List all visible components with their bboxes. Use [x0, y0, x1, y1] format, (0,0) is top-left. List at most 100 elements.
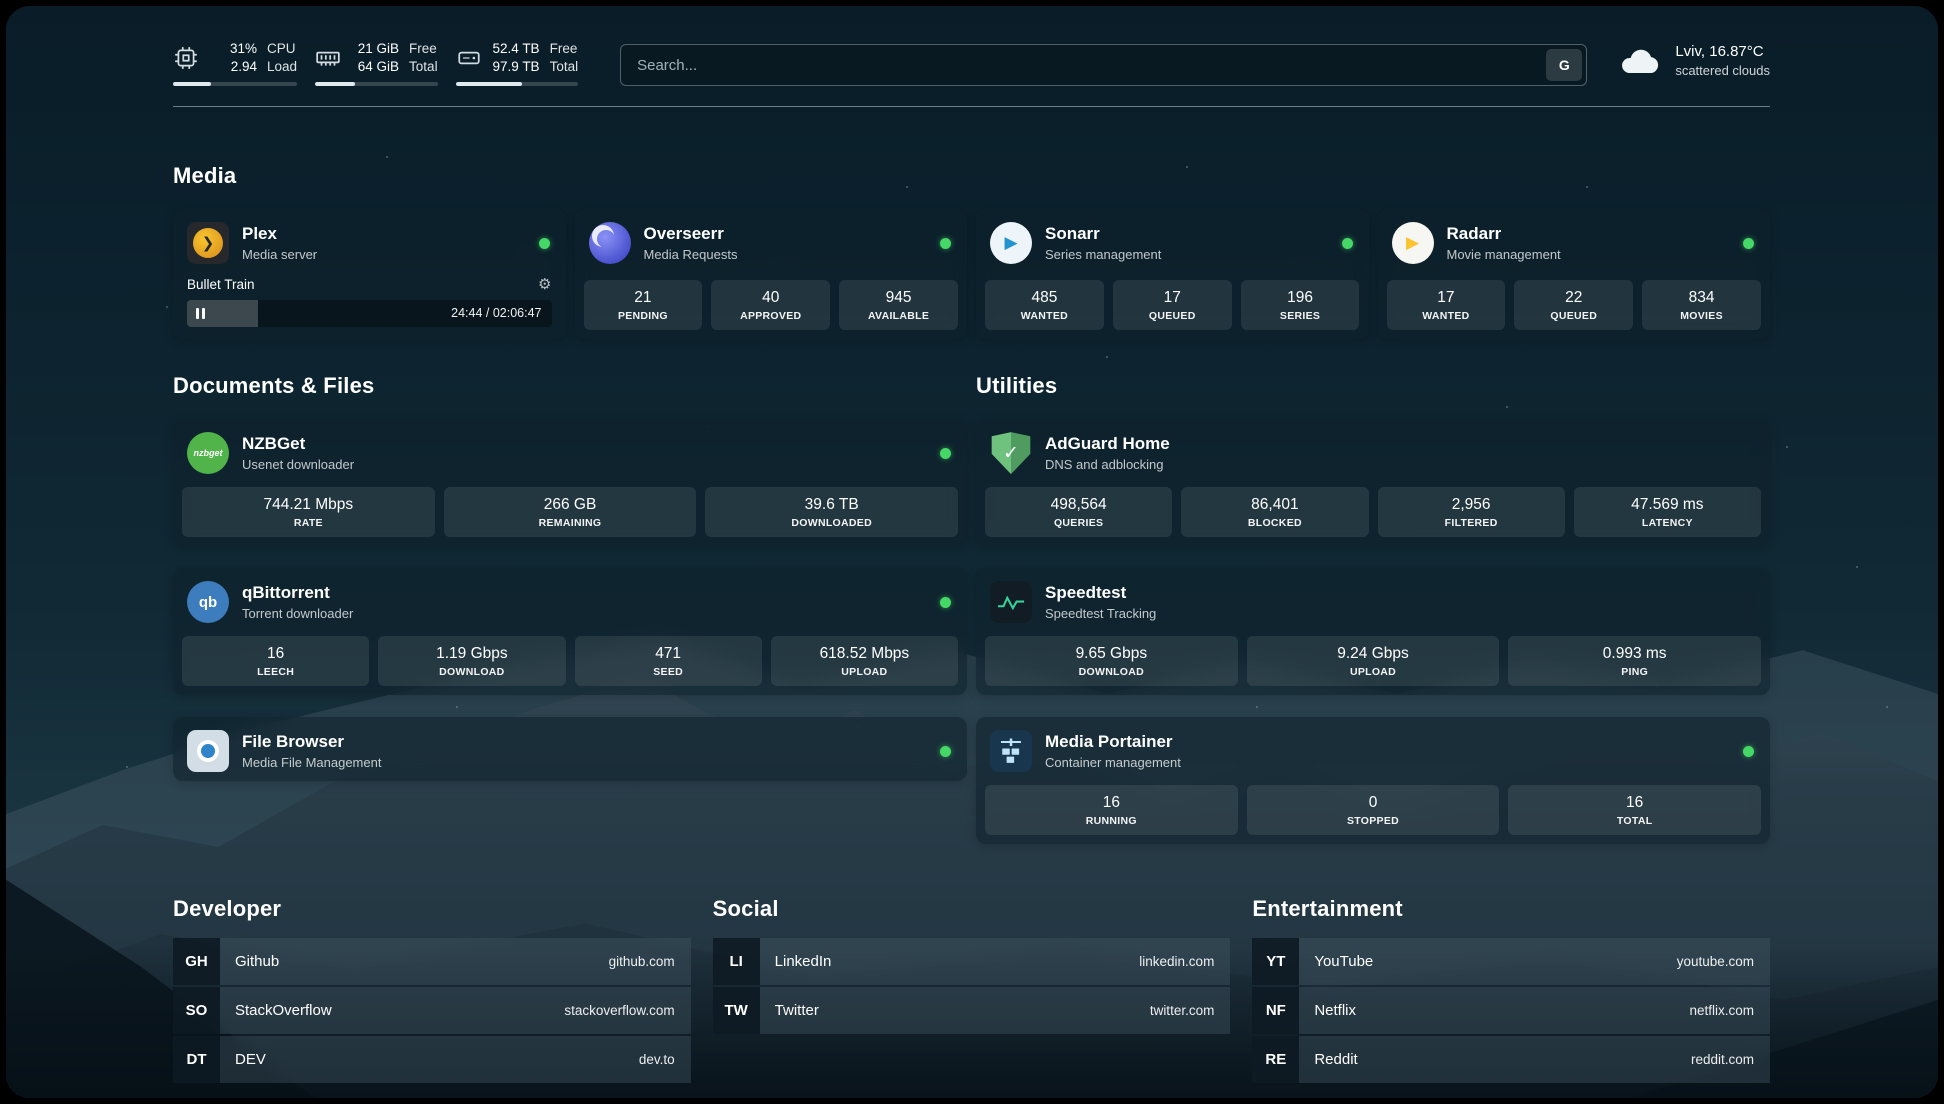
- nzbget-card[interactable]: nzbget NZBGet Usenet downloader 744.21 M…: [173, 419, 967, 547]
- github-icon: GH: [173, 938, 220, 986]
- sonarr-card-header: ▶ Sonarr Series management: [976, 209, 1369, 273]
- stat-label: LEECH: [257, 666, 295, 679]
- stat-tile: 16 RUNNING: [985, 785, 1238, 836]
- gear-icon[interactable]: ⚙: [538, 276, 552, 294]
- stat-label: FILTERED: [1444, 517, 1498, 530]
- stat-tile: 618.52 Mbps UPLOAD: [770, 636, 958, 687]
- stat-label: SERIES: [1279, 310, 1321, 323]
- bookmark-url: linkedin.com: [1139, 954, 1215, 970]
- bookmark-github[interactable]: GH Github github.com: [173, 938, 691, 986]
- weather-condition: scattered clouds: [1675, 63, 1770, 79]
- sonarr-card[interactable]: ▶ Sonarr Series management 485 WANTED: [976, 209, 1369, 340]
- stat-label: QUEUED: [1550, 310, 1598, 323]
- radarr-card-header: ▶ Radarr Movie management: [1378, 209, 1771, 273]
- documents-section-title: Documents & Files: [173, 373, 375, 399]
- adguard-stats: 498,564 QUERIES 86,401 BLOCKED 2,956 FIL…: [976, 483, 1770, 546]
- portainer-name: Media Portainer: [1045, 732, 1173, 752]
- search-bar: G: [620, 44, 1588, 86]
- radarr-name: Radarr: [1446, 224, 1502, 244]
- stat-value: 47.569 ms: [1631, 496, 1704, 514]
- disk-label-top: Free: [549, 41, 578, 56]
- disk-total: 97.9 TB: [492, 58, 540, 74]
- pause-icon[interactable]: [196, 308, 205, 320]
- stat-value: 834: [1688, 289, 1715, 307]
- dashboard-content: 31% 2.94 CPU Load: [6, 6, 1938, 1098]
- stat-value: 39.6 TB: [804, 496, 859, 514]
- bookmark-name: StackOverflow: [235, 1002, 332, 1020]
- speedtest-card[interactable]: Speedtest Speedtest Tracking 9.65 Gbps D…: [976, 568, 1770, 696]
- stat-tile: 266 GB REMAINING: [443, 487, 697, 538]
- filebrowser-card[interactable]: File Browser Media File Management: [173, 717, 967, 782]
- stat-value: 16: [1626, 794, 1644, 812]
- stat-tile: 16 LEECH: [182, 636, 370, 687]
- adguard-name: AdGuard Home: [1045, 434, 1170, 454]
- bookmark-netflix[interactable]: NF Netflix netflix.com: [1252, 987, 1770, 1035]
- cpu-labels: CPU Load: [267, 40, 297, 75]
- bookmark-reddit[interactable]: RE Reddit reddit.com: [1252, 1036, 1770, 1084]
- bottom-fade: [6, 6, 1938, 1098]
- stat-value: 17: [1437, 289, 1455, 307]
- media-section-title: Media: [173, 163, 237, 189]
- sonarr-titles: Sonarr Series management: [1045, 224, 1161, 261]
- stat-tile: 16 TOTAL: [1508, 785, 1762, 836]
- stat-label: MOVIES: [1680, 310, 1723, 323]
- overseerr-name: Overseerr: [643, 224, 724, 244]
- stat-value: 471: [655, 645, 682, 663]
- bookmark-twitter[interactable]: TW Twitter twitter.com: [712, 987, 1231, 1035]
- stat-tile: 485 WANTED: [985, 280, 1104, 331]
- radarr-icon: ▶: [1391, 222, 1434, 265]
- utilities-cards: ✓ AdGuard Home DNS and adblocking 498,56…: [976, 419, 1770, 845]
- stat-tile: 471 SEED: [574, 636, 762, 687]
- qbittorrent-card[interactable]: qb qBittorrent Torrent downloader 16 LEE…: [173, 568, 967, 696]
- bookmark-name: Reddit: [1314, 1051, 1358, 1069]
- middle-columns: Documents & Files nzbget NZBGet Usenet d…: [173, 373, 1770, 845]
- ram-label-top: Free: [409, 41, 437, 56]
- stat-tile: 2,956 FILTERED: [1377, 487, 1565, 538]
- qbittorrent-status-dot: [940, 596, 951, 608]
- bookmark-stackoverflow[interactable]: SO StackOverflow stackoverflow.com: [173, 987, 691, 1035]
- bookmark-name: Twitter: [774, 1002, 819, 1020]
- playback-progress-bar[interactable]: 24:44 / 02:06:47: [187, 300, 552, 328]
- stat-label: REMAINING: [538, 517, 602, 530]
- adguard-card[interactable]: ✓ AdGuard Home DNS and adblocking 498,56…: [976, 419, 1770, 547]
- plex-card[interactable]: ❯ Plex Media server Bullet Train ⚙: [173, 209, 566, 340]
- stat-value: 16: [1102, 794, 1120, 812]
- bookmark-dev[interactable]: DT DEV dev.to: [173, 1036, 691, 1084]
- radarr-status-dot: [1743, 237, 1754, 249]
- ram-free: 21 GiB: [357, 41, 400, 56]
- developer-rows: GH Github github.com SO StackOverflow st…: [173, 938, 691, 1084]
- overseerr-status-dot: [940, 237, 951, 249]
- portainer-card-header: Media Portainer Container management: [976, 717, 1770, 781]
- media-cards-row: ❯ Plex Media server Bullet Train ⚙: [173, 209, 1771, 340]
- nzbget-status-dot: [940, 447, 951, 459]
- plex-name: Plex: [242, 224, 277, 244]
- bookmark-name: Netflix: [1314, 1002, 1357, 1020]
- portainer-card[interactable]: Media Portainer Container management 16 …: [976, 717, 1770, 845]
- stat-tile: 196 SERIES: [1240, 280, 1360, 331]
- stat-tile: 9.65 Gbps DOWNLOAD: [985, 636, 1238, 687]
- stat-value: 196: [1287, 289, 1313, 307]
- radarr-stats: 17 WANTED 22 QUEUED 834 MOVIES: [1378, 276, 1771, 339]
- stat-value: 945: [885, 289, 912, 307]
- radarr-card[interactable]: ▶ Radarr Movie management 17 WANTED: [1377, 209, 1771, 340]
- social-rows: LI LinkedIn linkedin.com TW Twitter twit…: [712, 938, 1231, 1035]
- dashboard-window: 31% 2.94 CPU Load: [6, 6, 1938, 1098]
- topbar-divider: [173, 106, 1770, 108]
- stat-value: 86,401: [1251, 496, 1299, 514]
- stat-label: RATE: [293, 517, 323, 530]
- dark-tint-overlay: [6, 6, 1938, 1098]
- cloud-icon: [1619, 45, 1661, 77]
- adguard-card-header: ✓ AdGuard Home DNS and adblocking: [976, 419, 1770, 483]
- bookmark-linkedin[interactable]: LI LinkedIn linkedin.com: [712, 938, 1231, 986]
- sonarr-status-dot: [1341, 237, 1353, 249]
- social-column: Social LI LinkedIn linkedin.com TW Twitt…: [712, 896, 1231, 1083]
- search-input[interactable]: [620, 44, 1588, 86]
- overseerr-card[interactable]: Overseerr Media Requests 21 PENDING 40 A…: [574, 209, 967, 340]
- bookmark-youtube[interactable]: YT YouTube youtube.com: [1252, 938, 1770, 986]
- entertainment-column: Entertainment YT YouTube youtube.com NF …: [1252, 896, 1770, 1084]
- weather-text: Lviv, 16.87°C scattered clouds: [1675, 42, 1770, 80]
- ram-metric: 21 GiB 64 GiB Free Total: [315, 40, 438, 87]
- stat-value: 0: [1368, 794, 1378, 812]
- plex-subtitle: Media server: [242, 246, 318, 262]
- search-engine-button[interactable]: G: [1546, 49, 1583, 81]
